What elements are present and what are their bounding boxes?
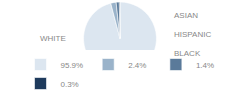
svg-text:1.4%: 1.4% (196, 61, 214, 70)
svg-text:2.4%: 2.4% (128, 61, 146, 70)
svg-text:95.9%: 95.9% (61, 61, 84, 70)
svg-text:0.3%: 0.3% (61, 80, 79, 89)
svg-text:HISPANIC: HISPANIC (174, 30, 211, 39)
svg-text:ASIAN: ASIAN (174, 11, 198, 20)
svg-text:WHITE: WHITE (40, 34, 66, 43)
svg-text:BLACK: BLACK (174, 49, 201, 58)
